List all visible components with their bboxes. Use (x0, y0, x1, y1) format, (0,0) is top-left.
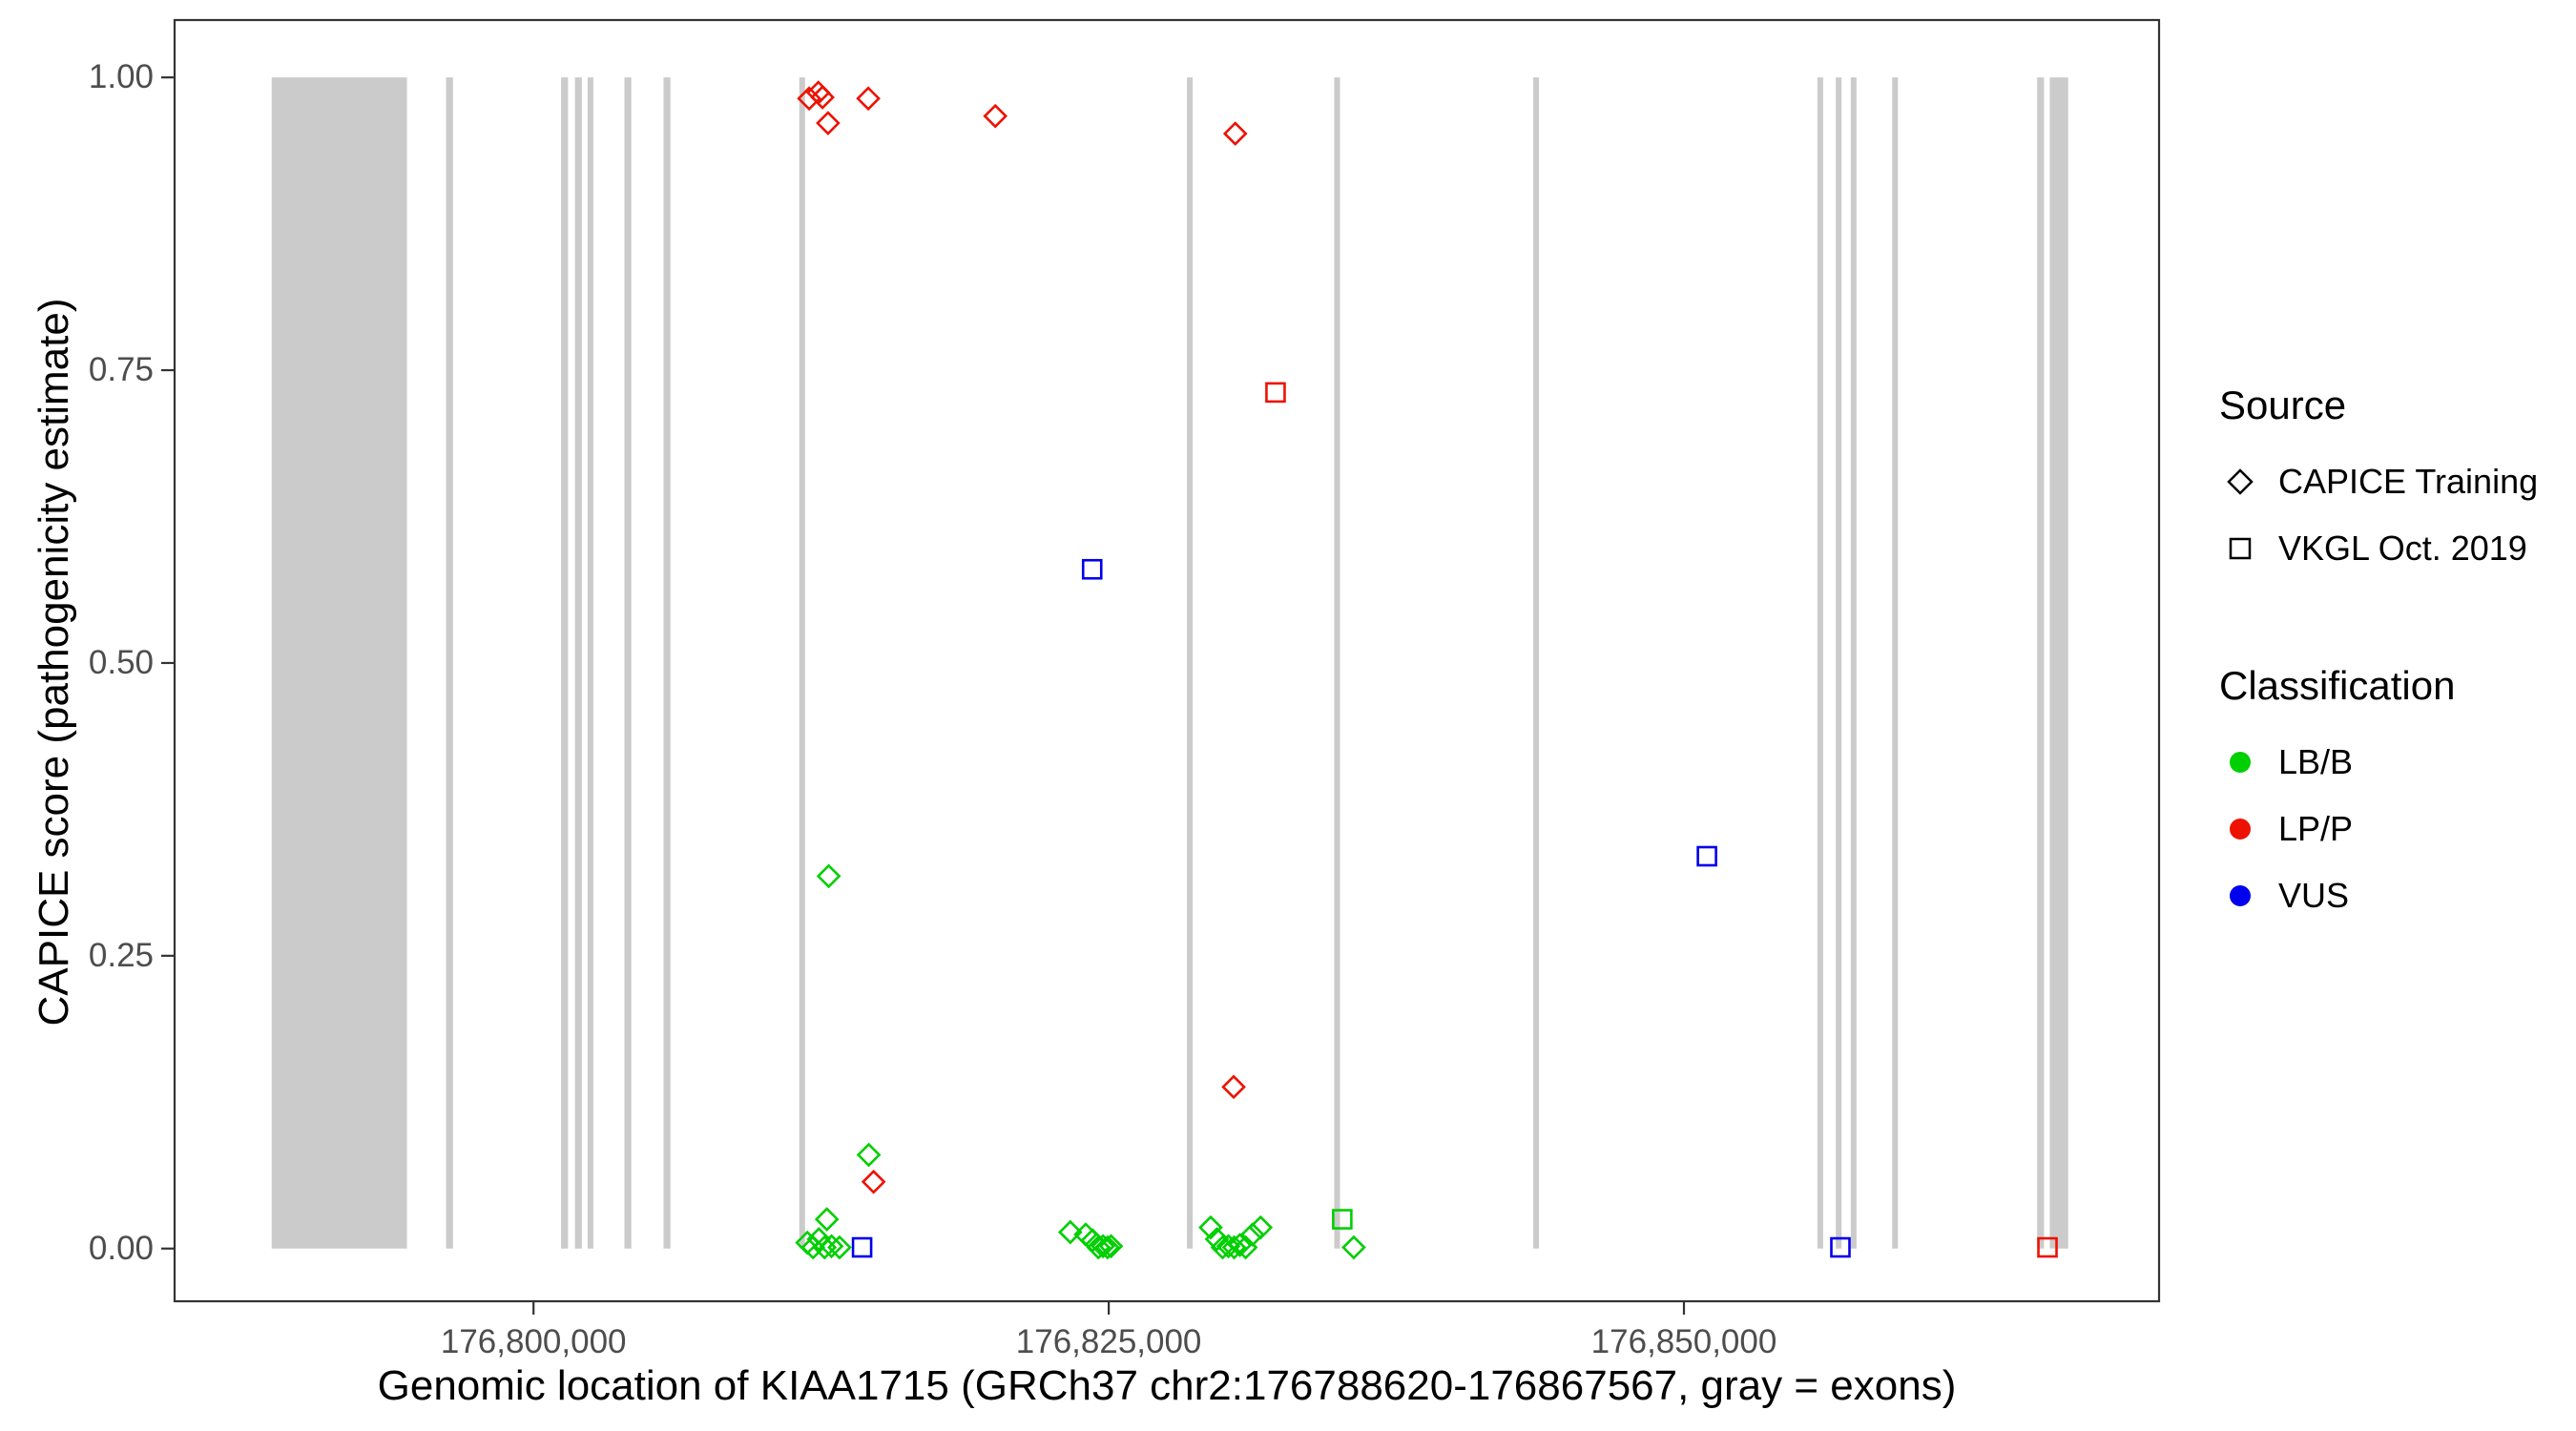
exon-band (1533, 77, 1540, 1249)
data-point-square (1332, 1209, 1353, 1230)
exon-band (1334, 77, 1340, 1249)
exon-band (1892, 77, 1899, 1249)
legend-item-lpp: LP/P (2219, 796, 2538, 862)
panel-background (175, 20, 2159, 1301)
exon-band (574, 77, 582, 1249)
data-point-diamond (1239, 1222, 1265, 1247)
x-tick-label: 176,850,000 (1590, 1323, 1777, 1360)
x-tick-label: 176,800,000 (440, 1323, 627, 1360)
y-tick-label: 0.75 (88, 351, 154, 389)
data-point-diamond (814, 1207, 840, 1232)
data-point-diamond (1098, 1234, 1124, 1259)
data-point-diamond (1215, 1234, 1241, 1259)
lbb-dot-key (2219, 741, 2261, 783)
square-key (2219, 528, 2261, 570)
data-point-diamond (1198, 1214, 1223, 1240)
exon-band (561, 77, 569, 1249)
exon-band (446, 77, 453, 1249)
legend-item-lbb: LB/B (2219, 729, 2538, 796)
data-point-diamond (983, 103, 1008, 129)
legend-item-vkgl: VKGL Oct. 2019 (2219, 515, 2538, 582)
data-point-square (1265, 382, 1286, 404)
y-tick-label: 0.00 (88, 1229, 154, 1267)
data-point-diamond (1086, 1234, 1111, 1260)
lbb-color-dot-icon (2230, 752, 2251, 773)
vus-dot-key (2219, 875, 2261, 917)
legend-label-lbb: LB/B (2278, 742, 2354, 781)
data-point-diamond (861, 1169, 886, 1194)
data-point-diamond (856, 86, 881, 112)
data-point-square (1081, 558, 1103, 580)
y-tick-label: 1.00 (88, 58, 154, 96)
legend-classification-block: Classification LB/B LP/P VUS (2219, 660, 2538, 929)
y-tick-label: 0.25 (88, 936, 154, 974)
x-axis-title: Genomic location of KIAA1715 (GRCh37 chr… (377, 1362, 1957, 1409)
x-tick-label: 176,825,000 (1015, 1323, 1202, 1360)
legend-source-title: Source (2219, 383, 2347, 427)
data-point-diamond (1057, 1219, 1083, 1245)
data-point-square (2037, 1236, 2058, 1258)
exon-band (624, 77, 632, 1249)
lpp-dot-key (2219, 808, 2261, 850)
data-point-diamond (1091, 1234, 1115, 1259)
legend-classification-title: Classification (2219, 663, 2456, 708)
data-point-diamond (827, 1234, 852, 1260)
data-point-diamond (810, 85, 835, 110)
exon-band (271, 77, 407, 1249)
legend-item-vus: VUS (2219, 862, 2538, 929)
diamond-icon (2227, 468, 2254, 495)
data-point-diamond (1204, 1227, 1230, 1252)
panel-border (173, 18, 2161, 1303)
data-point-diamond (797, 86, 821, 112)
data-point-diamond (1221, 1234, 1247, 1260)
data-point-diamond (1221, 1074, 1246, 1100)
data-point-square (1696, 845, 1717, 867)
data-point-diamond (856, 1142, 882, 1168)
legend-source-block: Source CAPICE Training VKGL Oct. 2019 (2219, 380, 2538, 582)
exon-band (2049, 77, 2068, 1249)
data-point-diamond (1222, 121, 1248, 146)
data-point-diamond (1095, 1234, 1120, 1260)
data-point-diamond (816, 111, 841, 135)
exon-band (799, 77, 805, 1249)
exon-band (1836, 77, 1842, 1249)
data-point-diamond (819, 1234, 844, 1259)
legend-label-vus: VUS (2278, 876, 2350, 915)
exon-band (2037, 77, 2045, 1249)
data-point-diamond (1341, 1234, 1366, 1260)
square-icon (2229, 537, 2252, 560)
legend-label-vkgl: VKGL Oct. 2019 (2278, 529, 2527, 568)
vus-color-dot-icon (2230, 885, 2251, 906)
data-point-square (1830, 1236, 1851, 1258)
data-point-square (851, 1236, 873, 1258)
data-point-diamond (1248, 1214, 1274, 1240)
legend-label-lpp: LP/P (2278, 809, 2354, 848)
exon-band (587, 77, 593, 1249)
lpp-color-dot-icon (2230, 819, 2251, 840)
legend: Source CAPICE Training VKGL Oct. 2019 (2219, 380, 2538, 929)
exon-band (1850, 77, 1857, 1249)
exon-band (663, 77, 671, 1249)
diamond-key (2219, 461, 2261, 503)
data-point-diamond (816, 863, 841, 889)
data-point-diamond (800, 1234, 826, 1260)
data-point-diamond (806, 1227, 832, 1252)
legend-item-capice-training: CAPICE Training (2219, 448, 2538, 515)
y-tick-label: 0.50 (88, 643, 154, 681)
legend-label-capice-training: CAPICE Training (2278, 462, 2539, 501)
exon-band (1817, 77, 1823, 1249)
exon-band (1187, 77, 1194, 1249)
data-point-diamond (1227, 1233, 1253, 1257)
